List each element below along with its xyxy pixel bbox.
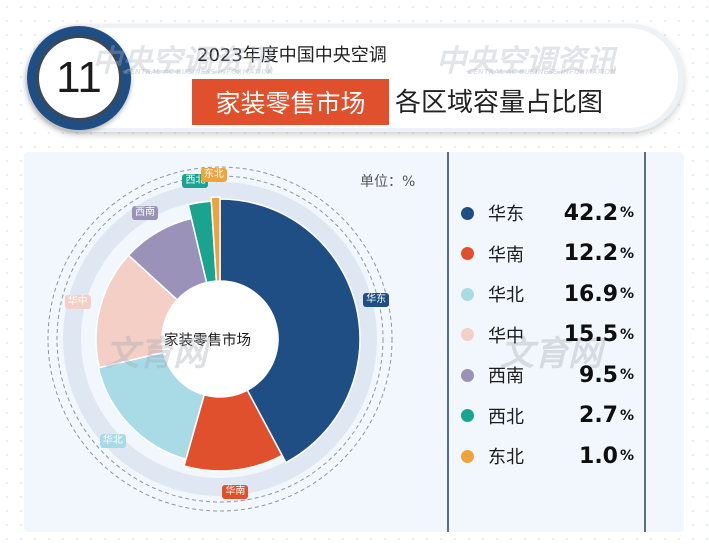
slice-label: 华南: [222, 485, 249, 500]
header-subtitle: 2023年度中国中央空调: [197, 45, 387, 66]
watermark-right: 中央空调资讯: [436, 44, 616, 79]
legend-name: 华中: [488, 325, 524, 347]
slice-label: 西南: [132, 206, 159, 221]
slice-label: 华东: [363, 292, 390, 307]
legend-item-xibei: 西北 2.7 %: [458, 396, 638, 437]
watermark-left-sub: CENTRAL AC BUSINESS INFORMATION: [125, 68, 274, 76]
legend-percent: %: [620, 407, 635, 424]
legend-value: 42.2: [563, 200, 618, 226]
legend-item-huanan: 华南 12.2 %: [458, 234, 638, 275]
legend-value: 15.5: [563, 322, 618, 348]
legend-value: 16.9: [563, 281, 618, 307]
legend-name: 西北: [488, 406, 524, 428]
legend-swatch: [461, 247, 474, 261]
slice-label: 华中: [64, 295, 91, 310]
legend-percent: %: [620, 205, 635, 222]
legend-name: 华南: [488, 244, 524, 266]
legend-item-huabei: 华北 16.9 %: [458, 274, 638, 315]
legend-value: 1.0: [579, 443, 618, 469]
title-highlight: 家装零售市场: [192, 79, 389, 125]
dashed-ring: [56, 175, 384, 503]
legend-value: 9.5: [579, 362, 618, 388]
legend-swatch: [461, 409, 474, 423]
legend-name: 东北: [488, 447, 524, 469]
legend-percent: %: [620, 448, 635, 465]
slice-label: 东北: [200, 168, 227, 183]
legend-percent: %: [620, 367, 635, 384]
legend-percent: %: [620, 326, 635, 343]
watermark-right-sub: CENTRAL AC BUSINESS INFORMATION: [468, 68, 617, 76]
legend: 华东 42.2 % 华南 12.2 % 华北 16.9 % 华中 15.5 % …: [458, 193, 638, 477]
legend-value: 12.2: [563, 241, 618, 267]
legend-swatch: [461, 368, 474, 382]
legend-percent: %: [620, 245, 635, 262]
legend-item-dongbei: 东北 1.0 %: [458, 436, 638, 477]
watermark-bottom-right: 文育网: [500, 334, 602, 374]
legend-item-huadong: 华东 42.2 %: [458, 193, 638, 234]
legend-swatch: [461, 287, 474, 301]
legend-swatch: [461, 328, 474, 342]
watermark-left: 中央空调资讯: [92, 44, 272, 79]
dashed-ring: [47, 166, 393, 512]
legend-item-xinan: 西南 9.5 %: [458, 355, 638, 396]
chart-number-badge: 11: [27, 26, 131, 130]
legend-percent: %: [620, 286, 635, 303]
chart-number: 11: [36, 35, 122, 121]
legend-value: 2.7: [579, 403, 618, 429]
center-disk: [162, 281, 278, 397]
center-label: 家装零售市场: [164, 333, 251, 349]
header-banner: [26, 24, 684, 132]
legend-item-huazhong: 华中 15.5 %: [458, 315, 638, 356]
legend-name: 华北: [488, 285, 524, 307]
title-rest: 各区域容量占比图: [395, 88, 604, 118]
unit-label: 单位：%: [360, 174, 416, 190]
legend-swatch: [461, 206, 474, 220]
legend-divider: [447, 152, 449, 532]
outer-ring: [63, 182, 377, 496]
watermark-bottom-left: 文育网: [105, 334, 207, 374]
legend-swatch: [461, 449, 474, 463]
legend-name: 华东: [488, 204, 524, 226]
legend-divider-right: [644, 152, 646, 532]
slice-label: 华北: [99, 433, 126, 448]
legend-name: 西南: [488, 366, 524, 388]
